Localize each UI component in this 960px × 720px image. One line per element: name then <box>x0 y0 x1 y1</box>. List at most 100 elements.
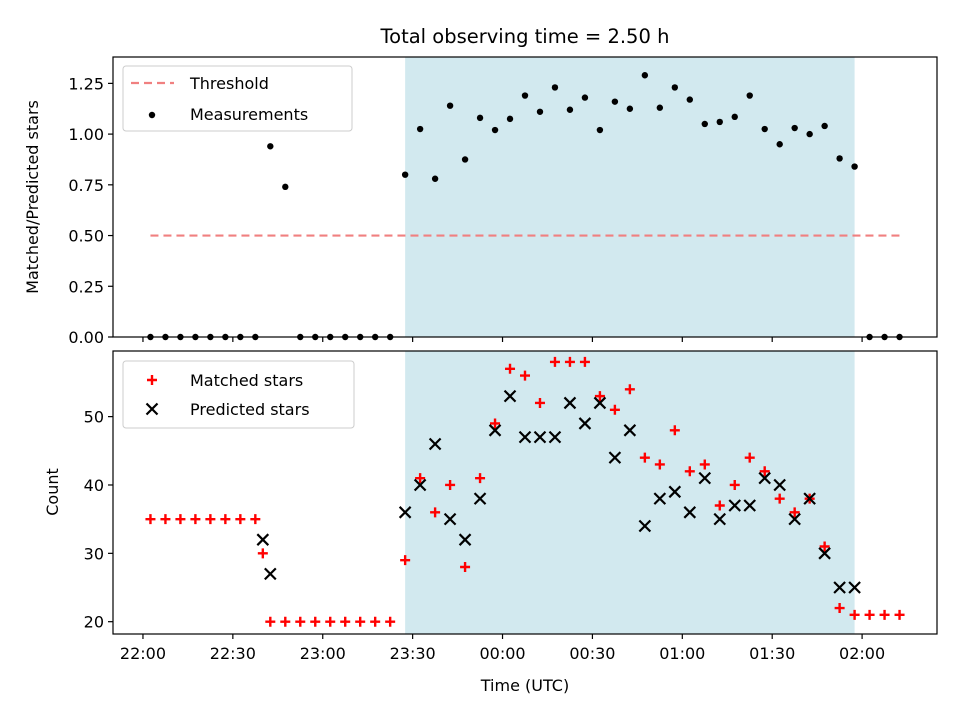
measurement-point <box>431 175 439 182</box>
matched-star-point <box>639 452 650 463</box>
matched-star-point <box>594 391 605 402</box>
bottom-y-tick-label: 20 <box>84 613 104 632</box>
matched-star-point <box>490 418 501 429</box>
predicted-star-point <box>563 396 577 410</box>
bottom-y-tick-label: 40 <box>84 476 104 495</box>
bottom-shaded-span <box>405 351 855 634</box>
matched-star-point <box>894 609 905 620</box>
matched-star-point <box>699 459 710 470</box>
predicted-star-point <box>833 581 846 594</box>
matched-star-point <box>250 514 261 525</box>
matched-star-point <box>220 514 231 525</box>
predicted-star-point <box>758 471 771 485</box>
bottom-panel: 22:00 22:30 23:00 23:30 00:00 00:30 01:00 01:30… <box>84 350 938 663</box>
matched-star-point <box>819 541 830 552</box>
predicted-star-point <box>683 506 697 519</box>
matched-star-point <box>684 466 695 477</box>
predicted-star-point <box>818 547 831 560</box>
chart-title: Total observing time = 2.50 h <box>380 25 670 48</box>
bottom-y-tick-label: 50 <box>84 408 104 427</box>
measurement-point <box>731 113 738 121</box>
matched-star-point <box>669 425 680 436</box>
predicted-star-point <box>848 581 861 594</box>
measurement-point <box>746 92 753 99</box>
x-tick-label: 00:00 <box>479 644 525 663</box>
matched-star-point <box>370 616 381 627</box>
bottom-y-axis-label: Count <box>43 468 62 516</box>
matched-star-point <box>385 616 396 627</box>
predicted-star-point <box>743 499 757 512</box>
predicted-star-point <box>473 492 487 505</box>
matched-star-point <box>460 562 471 573</box>
predicted-star-point <box>788 512 801 526</box>
predicted-star-point <box>638 519 652 533</box>
top-y-tick-label: 1.00 <box>68 125 104 144</box>
matched-star-point <box>789 507 800 518</box>
measurement-point <box>596 126 604 134</box>
matched-star-point <box>624 384 635 395</box>
top-y-tick-label: 1.25 <box>68 74 104 93</box>
matched-star-point <box>235 514 246 525</box>
measurement-point <box>806 130 813 138</box>
top-y-tick-label: 0.50 <box>68 227 104 246</box>
bottom-frame <box>112 350 938 635</box>
matched-star-point <box>257 548 268 559</box>
measurement-point <box>716 118 723 126</box>
measurement-point <box>671 84 679 91</box>
measurement-point <box>446 102 454 109</box>
matched-star-point <box>430 507 441 518</box>
matched-star-point <box>145 514 156 525</box>
predicted-star-point <box>443 512 457 526</box>
x-tick-label: 02:00 <box>839 644 885 663</box>
matched-star-point <box>834 603 845 614</box>
top-y-tick-label: 0.25 <box>68 277 104 296</box>
matched-star-point <box>205 514 216 525</box>
matched-star-point <box>175 514 186 525</box>
matched-star-point <box>280 616 291 627</box>
matched-star-point <box>759 466 770 477</box>
predicted-star-point <box>533 430 547 444</box>
measurement-point <box>851 163 858 170</box>
matched-star-point <box>864 609 875 620</box>
predicted-star-point <box>256 533 270 546</box>
predicted-star-point <box>773 478 786 492</box>
x-axis-label: Time (UTC) <box>480 676 569 695</box>
predicted-star-point <box>458 533 472 546</box>
measurement-point <box>821 122 828 130</box>
predicted-star-point <box>398 506 412 519</box>
matched-star-point <box>774 493 785 504</box>
matched-star-point <box>295 616 306 627</box>
matched-star-point <box>355 616 366 627</box>
matched-star-point <box>609 404 620 415</box>
predicted-star-point <box>413 478 427 492</box>
x-tick-label: 23:30 <box>390 644 436 663</box>
measurement-point <box>836 155 843 162</box>
bottom-y-tick-label: 30 <box>84 544 104 563</box>
measurement-point <box>566 106 574 113</box>
predicted-star-point <box>668 485 682 499</box>
matched-star-point <box>549 356 560 367</box>
legend-measurements-label: Measurements <box>190 105 308 124</box>
matched-star-point <box>579 356 590 367</box>
matched-star-point <box>475 473 486 484</box>
measurement-point <box>267 143 274 150</box>
measurement-point <box>416 125 424 133</box>
measurement-point <box>611 98 619 105</box>
x-tick-label: 01:00 <box>659 644 705 663</box>
matched-star-point <box>415 473 426 484</box>
matched-star-point <box>505 363 516 374</box>
matched-star-point <box>849 609 860 620</box>
legend-predicted-swatch <box>145 402 159 416</box>
predicted-star-point <box>548 430 562 444</box>
measurement-point <box>791 124 798 132</box>
predicted-star-point <box>518 430 532 444</box>
measurement-point <box>476 114 484 122</box>
legend-predicted-label: Predicted stars <box>190 400 310 419</box>
matched-star-point <box>445 479 456 490</box>
matched-star-point <box>534 397 545 408</box>
measurement-point <box>701 120 708 128</box>
bottom-legend-box <box>122 360 355 429</box>
matched-star-point <box>654 459 665 470</box>
predicted-star-point <box>608 451 622 464</box>
